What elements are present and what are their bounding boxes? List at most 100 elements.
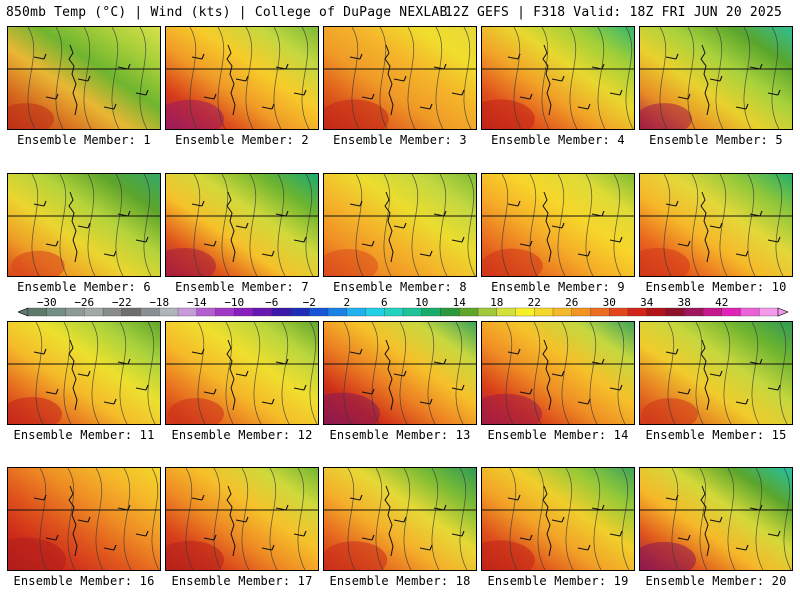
height-contour — [557, 174, 566, 276]
height-contour — [63, 322, 72, 424]
wind-barb — [117, 63, 131, 70]
warm-core-shading — [482, 540, 535, 570]
colorbar-tick-label: −6 — [265, 297, 278, 309]
colorbar-tick-label: 2 — [343, 297, 350, 309]
colorbar-swatch — [234, 307, 254, 317]
colorbar-svg: −30 −26 −22 −18 −14 −10 −6 −2 2 6 10 14 18 22 26 30 34 38… — [18, 297, 788, 317]
warm-core-shading — [324, 541, 388, 570]
wind-barb — [103, 250, 117, 257]
height-contour — [435, 27, 444, 129]
wind-barb — [519, 534, 533, 541]
colorbar-tick-label: 26 — [565, 297, 578, 309]
height-contour — [621, 468, 630, 570]
wind-barb — [349, 53, 363, 60]
height-contour — [277, 174, 286, 276]
colorbar-swatch — [571, 307, 592, 317]
height-contour — [253, 322, 262, 424]
height-contour — [151, 468, 160, 570]
wind-barb — [235, 222, 249, 229]
colorbar-tick-label: −18 — [149, 297, 169, 309]
colorbar-swatch — [684, 307, 704, 317]
temperature-map-19 — [482, 468, 634, 570]
colorbar-tick-label: −10 — [224, 297, 244, 309]
height-contour — [379, 27, 388, 129]
wind-barb — [103, 398, 117, 405]
height-contour — [715, 27, 724, 129]
height-contour — [597, 27, 606, 129]
height-contour — [309, 322, 318, 424]
colorbar-min-arrow — [18, 307, 29, 317]
coastline — [700, 485, 710, 557]
height-contour — [467, 174, 476, 276]
coastline — [226, 339, 236, 411]
wind-barb — [203, 388, 217, 395]
colorbar-swatch — [215, 307, 235, 317]
wind-barb — [749, 63, 763, 70]
wind-barb — [665, 494, 679, 501]
temperature-map-13 — [324, 322, 476, 424]
wind-barb — [33, 200, 47, 207]
wind-barb — [103, 544, 117, 551]
wind-barb — [235, 516, 249, 523]
height-contour — [403, 468, 412, 570]
coastline — [68, 485, 78, 557]
ensemble-panel-19 — [481, 467, 635, 571]
height-contour — [427, 322, 436, 424]
height-contour — [407, 27, 416, 129]
wind-barb — [749, 358, 763, 365]
height-contour — [375, 468, 384, 570]
height-contour — [31, 174, 40, 276]
colorbar-swatch — [140, 307, 160, 317]
height-contour — [691, 174, 700, 276]
wind-barb — [293, 89, 307, 96]
height-contour — [305, 174, 314, 276]
colorbar-swatch — [121, 307, 142, 317]
ensemble-panel-6 — [7, 173, 161, 277]
ensemble-panel-4 — [481, 26, 635, 130]
wind-barb — [551, 75, 565, 82]
colorbar-swatch — [759, 307, 779, 317]
wind-barb — [709, 222, 723, 229]
wind-barb — [393, 222, 407, 229]
colorbar-swatch — [721, 307, 742, 317]
height-contour — [249, 174, 258, 276]
member-label: Ensemble Member: 12 — [171, 428, 313, 442]
coastline — [68, 44, 78, 116]
ensemble-panel-5 — [639, 26, 793, 130]
temperature-map-2 — [166, 27, 318, 129]
temperature-map-20 — [640, 468, 792, 570]
colorbar-max-arrow — [777, 307, 788, 317]
warm-core-shading — [166, 540, 224, 570]
height-contour — [751, 322, 760, 424]
temperature-map-18 — [324, 468, 476, 570]
colorbar-swatch — [65, 307, 85, 317]
colorbar-tick-label: 10 — [415, 297, 428, 309]
wind-barb — [419, 103, 433, 110]
colorbar-tick-label: 14 — [453, 297, 467, 309]
height-contour — [67, 468, 76, 570]
height-contour — [197, 322, 206, 424]
colorbar-swatch — [421, 307, 442, 317]
wind-barb — [117, 504, 131, 511]
warm-core-shading — [166, 99, 224, 129]
wind-barb — [135, 236, 149, 243]
coastline — [384, 339, 394, 411]
wind-barb — [275, 358, 289, 365]
colorbar-swatch — [552, 307, 573, 317]
wind-barb — [103, 103, 117, 110]
wind-barb — [361, 93, 375, 100]
coastline — [542, 44, 552, 116]
warm-core-shading — [168, 398, 224, 424]
height-contour — [111, 27, 120, 129]
height-contour — [119, 322, 128, 424]
wind-barb — [261, 103, 275, 110]
coastline — [384, 191, 394, 263]
temperature-colorbar: −30 −26 −22 −18 −14 −10 −6 −2 2 6 10 14 18 22 26 30 34 38… — [18, 297, 788, 319]
wind-barb — [135, 530, 149, 537]
ensemble-panel-18 — [323, 467, 477, 571]
coastline — [700, 44, 710, 116]
height-contour — [505, 322, 514, 424]
wind-barb — [507, 494, 521, 501]
ensemble-panel-3 — [323, 26, 477, 130]
wind-barb — [735, 544, 749, 551]
